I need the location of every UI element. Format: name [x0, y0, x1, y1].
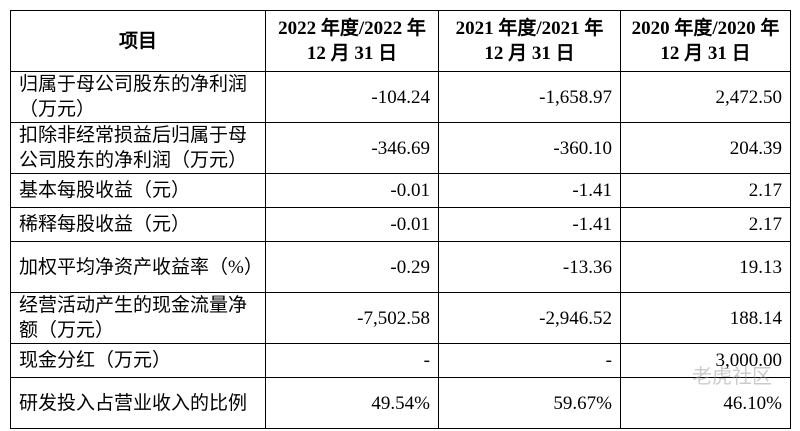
table-row: 经营活动产生的现金流量净额（万元） -7,502.58 -2,946.52 188.1…: [10, 292, 791, 344]
watermark: 老虎社区: [692, 364, 772, 388]
row-label: 研发投入占营业收入的比例: [10, 377, 266, 429]
value-cell: -1.41: [438, 207, 621, 242]
header-cell: 2020 年度/2020 年 12 月 31 日: [620, 10, 791, 72]
value-cell: 2,472.50: [620, 71, 791, 123]
value-cell: 59.67%: [438, 377, 621, 429]
value-cell: -360.10: [438, 122, 621, 174]
header-line: 12 月 31 日: [660, 43, 751, 64]
value-cell: -: [265, 343, 439, 378]
row-label: 现金分红（万元）: [10, 343, 266, 378]
table-body: 归属于母公司股东的净利润（万元） -104.24 -1,658.97 2,472.50…: [10, 71, 791, 429]
header-line: 12 月 31 日: [306, 43, 398, 64]
table-row: 研发投入占营业收入的比例 49.54% 59.67% 46.10%: [10, 377, 791, 429]
value-cell: 46.10%: [620, 377, 791, 429]
header-line: 2022 年度/2022 年: [278, 18, 426, 39]
header-line: 2021 年度/2021 年: [455, 18, 604, 39]
header-cell: 项目: [10, 10, 266, 72]
value-cell: -7,502.58: [265, 292, 439, 344]
header-cell: 2021 年度/2021 年 12 月 31 日: [438, 10, 621, 72]
header-line: 12 月 31 日: [484, 43, 575, 64]
value-cell: -1.41: [438, 173, 621, 208]
value-cell: 19.13: [620, 241, 791, 293]
row-label: 加权平均净资产收益率（%）: [10, 241, 266, 293]
value-cell: 188.14: [620, 292, 791, 344]
row-label: 经营活动产生的现金流量净额（万元）: [10, 292, 266, 344]
header-row: 项目 2022 年度/2022 年 12 月 31 日 2021 年度/2021 年 1…: [10, 10, 791, 72]
header-line: 项目: [118, 30, 157, 52]
header-cell: 2022 年度/2022 年 12 月 31 日: [265, 10, 439, 72]
row-label: 稀释每股收益（元）: [10, 207, 266, 242]
value-cell: -0.01: [265, 173, 439, 208]
value-cell: -104.24: [265, 71, 439, 123]
value-cell: -13.36: [438, 241, 621, 293]
table-row: 基本每股收益（元） -0.01 -1.41 2.17: [10, 173, 791, 208]
row-label: 归属于母公司股东的净利润（万元）: [10, 71, 266, 123]
header-line: 2020 年度/2020 年: [631, 18, 780, 39]
table-row: 稀释每股收益（元） -0.01 -1.41 2.17: [10, 207, 791, 242]
value-cell: -0.01: [265, 207, 439, 242]
table-row: 归属于母公司股东的净利润（万元） -104.24 -1,658.97 2,472.50: [10, 71, 791, 123]
value-cell: 49.54%: [265, 377, 439, 429]
value-cell: -: [438, 343, 621, 378]
row-label: 基本每股收益（元）: [10, 173, 266, 208]
table-row: 加权平均净资产收益率（%） -0.29 -13.36 19.13: [10, 241, 791, 293]
value-cell: 3,000.00: [620, 343, 791, 378]
value-cell: -2,946.52: [438, 292, 621, 344]
value-cell: 2.17: [620, 207, 791, 242]
value-cell: -1,658.97: [438, 71, 621, 123]
financial-table: 项目 2022 年度/2022 年 12 月 31 日 2021 年度/2021 年 1…: [10, 10, 791, 429]
value-cell: 204.39: [620, 122, 791, 174]
value-cell: -346.69: [265, 122, 439, 174]
value-cell: 2.17: [620, 173, 791, 208]
table-row: 现金分红（万元） - -3,000.00: [10, 343, 791, 378]
row-label: 扣除非经常损益后归属于母公司股东的净利润（万元）: [10, 122, 266, 174]
table-row: 扣除非经常损益后归属于母公司股东的净利润（万元） -346.69 -360.10 20…: [10, 122, 791, 174]
value-cell: -0.29: [265, 241, 439, 293]
